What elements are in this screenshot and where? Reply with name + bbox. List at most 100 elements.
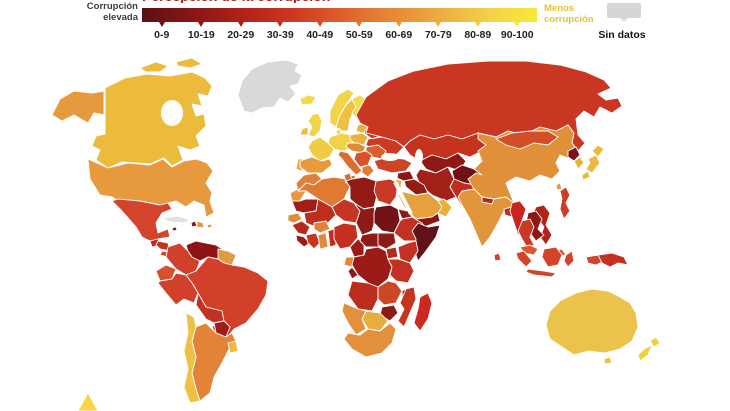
region-indonesia[interactable]: [515, 246, 605, 278]
region-spain[interactable]: [299, 156, 333, 174]
legend-tick-20-29: [237, 22, 244, 27]
legend-range-label-20-29: 20-29: [227, 29, 255, 41]
world-choropleth-map[interactable]: [0, 51, 730, 411]
legend-range-label-60-69: 60-69: [385, 29, 413, 41]
region-argentina[interactable]: [191, 322, 237, 402]
region-poland[interactable]: [349, 132, 369, 146]
region-mozambique[interactable]: [397, 286, 417, 328]
region-nigeria[interactable]: [333, 222, 359, 250]
region-zambia[interactable]: [377, 280, 403, 306]
region-papua-new-guinea[interactable]: [597, 252, 629, 268]
cutoff-yellow-triangle: [77, 392, 99, 411]
region-kenya[interactable]: [397, 240, 419, 264]
region-namibia[interactable]: [341, 302, 367, 336]
legend-left-label-line1: Corrupción: [86, 1, 138, 12]
hudson-bay: [161, 100, 183, 126]
region-honduras-nicaragua[interactable]: [155, 240, 171, 252]
region-dominican-republic[interactable]: [196, 220, 205, 229]
legend-range-label-30-39: 30-39: [266, 29, 294, 41]
no-data-label: Sin datos: [598, 29, 646, 41]
legend-tick-90-100: [514, 22, 521, 27]
region-ivory-coast[interactable]: [305, 232, 321, 250]
legend-tick-40-49: [316, 22, 323, 27]
region-taiwan[interactable]: [555, 182, 563, 191]
legend-range-label-50-59: 50-59: [345, 29, 373, 41]
legend-right-label: Menos corrupción: [544, 3, 614, 25]
region-ghana[interactable]: [317, 232, 329, 250]
region-senegal[interactable]: [287, 212, 303, 224]
region-north-korea[interactable]: [567, 146, 581, 162]
no-data-swatch: [607, 3, 641, 22]
black-sea: [381, 153, 399, 161]
map-title-text: Percepción de la corrupción: [142, 0, 330, 3]
region-ecuador[interactable]: [155, 264, 177, 282]
region-burkina-faso[interactable]: [313, 220, 331, 234]
region-uk[interactable]: [307, 112, 323, 138]
region-cuba[interactable]: [161, 215, 191, 224]
legend-tick-10-19: [198, 22, 205, 27]
region-paraguay[interactable]: [213, 320, 231, 338]
region-japan[interactable]: [581, 144, 605, 181]
region-philippines[interactable]: [559, 186, 571, 220]
legend-range-label-90-100: 90-100: [500, 29, 534, 41]
region-canada[interactable]: [91, 57, 213, 169]
region-western-sahara[interactable]: [289, 188, 307, 202]
region-mexico[interactable]: [111, 198, 173, 242]
region-guinea[interactable]: [291, 220, 311, 236]
region-greenland[interactable]: [237, 59, 303, 114]
region-oman[interactable]: [437, 198, 453, 218]
legend-right-label-line2: corrupción: [544, 14, 594, 26]
region-angola[interactable]: [347, 280, 379, 312]
legend-range-label-10-19: 10-19: [187, 29, 215, 41]
region-egypt[interactable]: [373, 178, 399, 206]
region-thailand[interactable]: [517, 218, 535, 250]
region-haiti[interactable]: [190, 220, 198, 228]
legend-right-label-line1: Menos: [544, 3, 575, 14]
region-australia[interactable]: [545, 288, 639, 365]
legend-gradient-bar: [142, 8, 537, 22]
region-greece[interactable]: [361, 164, 375, 178]
legend-range-label-80-89: 80-89: [464, 29, 492, 41]
legend-tick-0-9: [158, 22, 165, 27]
legend-range-label-0-9: 0-9: [154, 29, 170, 41]
region-madagascar[interactable]: [413, 292, 433, 332]
region-chad[interactable]: [353, 202, 377, 236]
region-cameroon[interactable]: [349, 238, 365, 258]
region-sri-lanka[interactable]: [493, 252, 502, 262]
map-title-clipped: Percepción de la corrupción: [142, 0, 372, 3]
region-new-zealand[interactable]: [637, 336, 661, 362]
legend-tick-50-59: [356, 22, 363, 27]
legend-tick-70-79: [435, 22, 442, 27]
caspian-sea: [415, 149, 423, 165]
region-mongolia[interactable]: [495, 130, 559, 150]
legend-range-label-40-49: 40-49: [306, 29, 334, 41]
region-uruguay[interactable]: [227, 340, 239, 354]
region-south-sudan[interactable]: [377, 232, 397, 250]
region-algeria[interactable]: [297, 176, 351, 208]
region-chile[interactable]: [183, 312, 201, 404]
region-iceland[interactable]: [299, 94, 317, 106]
region-colombia[interactable]: [165, 242, 201, 276]
region-south-africa[interactable]: [343, 322, 397, 358]
region-ireland[interactable]: [299, 126, 309, 136]
legend-tick-30-39: [277, 22, 284, 27]
region-china[interactable]: [467, 124, 579, 204]
legend: Percepción de la corrupción Corrupción e…: [0, 0, 730, 50]
region-peru[interactable]: [157, 272, 199, 306]
legend-tick-60-69: [395, 22, 402, 27]
region-sierra-leone-liberia[interactable]: [295, 234, 311, 248]
region-alaska[interactable]: [51, 90, 105, 124]
region-sweden[interactable]: [335, 98, 357, 132]
region-jamaica[interactable]: [171, 226, 178, 232]
legend-range-label-70-79: 70-79: [424, 29, 452, 41]
region-tanzania[interactable]: [387, 258, 415, 284]
legend-left-label-line2: elevada: [103, 12, 138, 24]
region-puerto-rico[interactable]: [206, 223, 213, 229]
region-balkans[interactable]: [353, 150, 373, 168]
region-somalia[interactable]: [411, 222, 441, 262]
region-south-korea[interactable]: [573, 156, 585, 170]
region-france[interactable]: [307, 136, 335, 162]
region-nepal[interactable]: [481, 196, 495, 205]
red-sea: [393, 181, 413, 215]
